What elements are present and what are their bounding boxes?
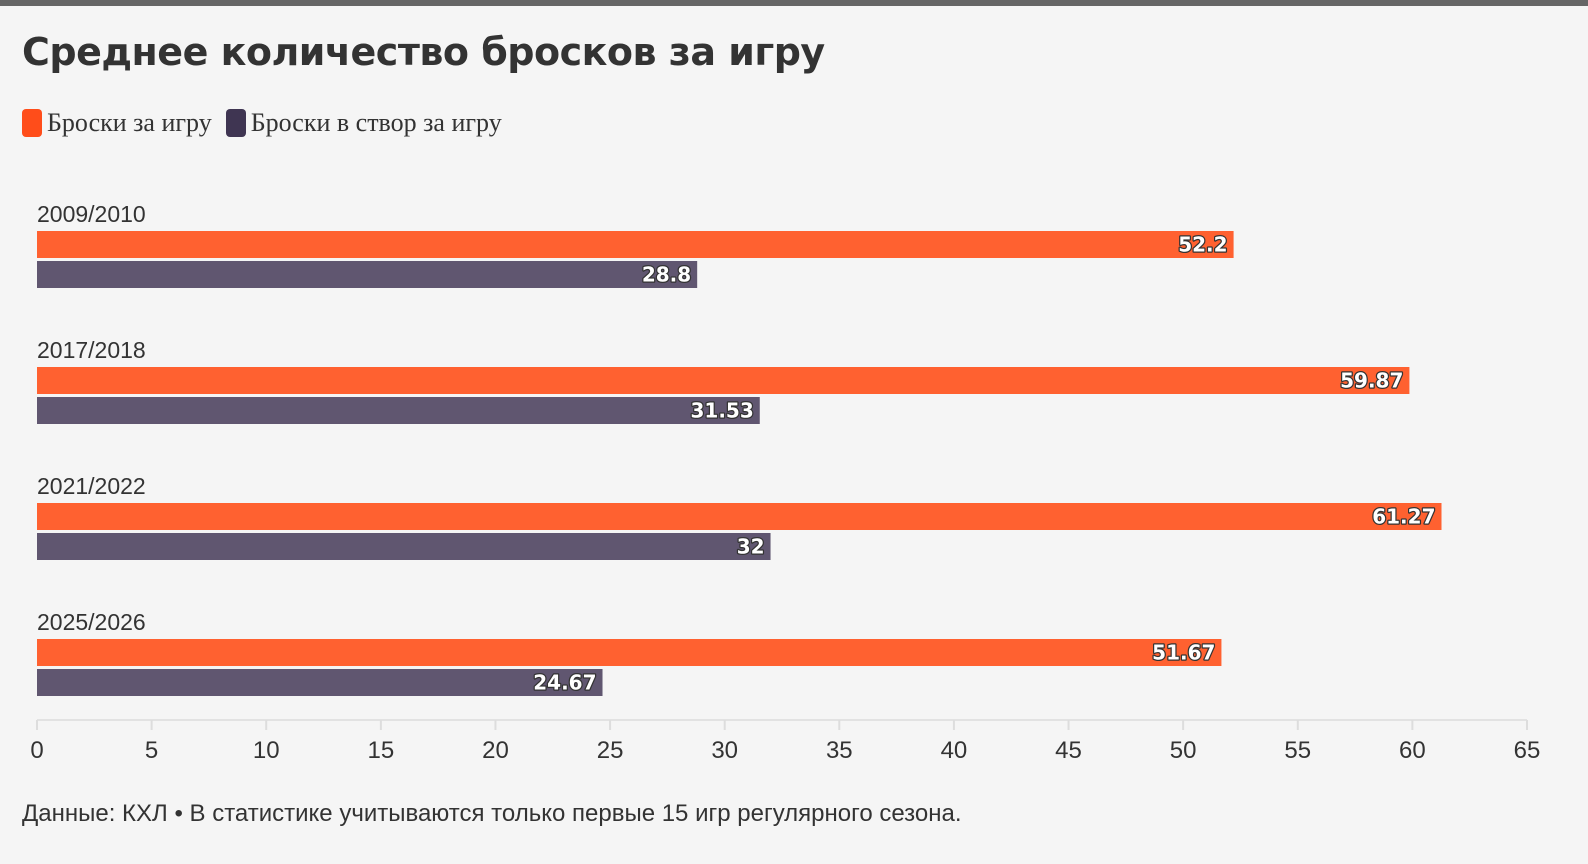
bar: [37, 367, 1410, 394]
data-label: 32: [737, 535, 765, 559]
x-tick-label: 25: [597, 737, 624, 764]
x-tick-label: 60: [1399, 737, 1426, 764]
data-label: 28.8: [642, 263, 691, 287]
category-label: 2025/2026: [37, 609, 146, 635]
x-tick-label: 10: [253, 737, 280, 764]
legend-label-shots-on-goal: Броски в створ за игру: [250, 108, 502, 137]
data-label: 52.2: [1178, 233, 1227, 257]
x-tick-label: 15: [367, 737, 394, 764]
bar: [37, 533, 771, 560]
x-tick-label: 55: [1284, 737, 1311, 764]
footnote: Данные: КХЛ • В статистике учитываются т…: [22, 800, 962, 827]
bar: [37, 261, 698, 288]
data-label: 31.53: [690, 399, 753, 423]
legend: Броски за игру Броски в створ за игру: [22, 108, 516, 138]
x-tick-label: 0: [30, 737, 43, 764]
bar: [37, 397, 760, 424]
bar: [37, 669, 603, 696]
category-label: 2017/2018: [37, 337, 146, 363]
data-label: 59.87: [1340, 369, 1403, 393]
legend-swatch-shots-on-goal: [225, 109, 246, 137]
x-tick-label: 40: [941, 737, 968, 764]
x-tick-label: 20: [482, 737, 509, 764]
category-label: 2021/2022: [37, 473, 146, 499]
top-rule: [0, 0, 1588, 6]
data-label: 51.67: [1152, 641, 1215, 665]
x-tick-label: 35: [826, 737, 853, 764]
bar-chart: 2009/2010 52.2 28.8 2017/2018 59.87 31.53 2021…: [30, 201, 1541, 764]
bar: [37, 231, 1234, 258]
legend-label-shots: Броски за игру: [47, 108, 212, 137]
category-label: 2009/2010: [37, 201, 146, 227]
x-tick-label: 65: [1514, 737, 1541, 764]
data-label: 24.67: [533, 671, 596, 695]
legend-swatch-shots: [22, 109, 42, 137]
x-tick-label: 30: [711, 737, 738, 764]
bar: [37, 639, 1222, 666]
legend-item-shots-on-goal: Броски в створ за игру: [225, 108, 502, 138]
data-label: 61.27: [1372, 505, 1435, 529]
legend-item-shots: Броски за игру: [22, 108, 212, 138]
x-tick-label: 45: [1055, 737, 1082, 764]
x-tick-label: 50: [1170, 737, 1197, 764]
bar: [37, 503, 1442, 530]
x-tick-label: 5: [145, 737, 158, 764]
chart-title: Среднее количество бросков за игру: [22, 30, 825, 74]
